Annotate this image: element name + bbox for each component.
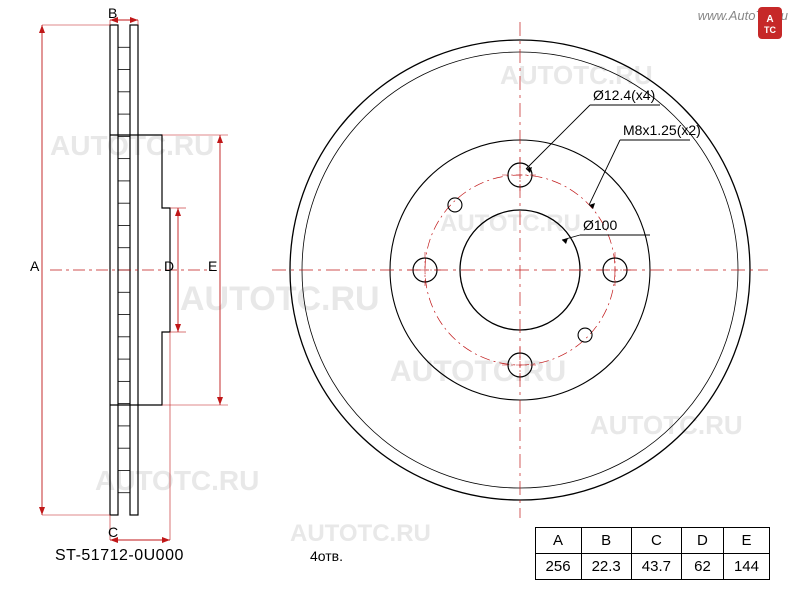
dim-a: A [30,258,39,274]
table-cell: 62 [681,554,723,580]
table-header: C [631,528,681,554]
dim-b: B [108,5,117,21]
dim-c: C [108,524,118,540]
svg-text:Ø12.4(x4): Ø12.4(x4) [593,87,655,103]
table-cell: 43.7 [631,554,681,580]
svg-text:M8x1.25(x2): M8x1.25(x2) [623,122,701,138]
dim-e: E [208,258,217,274]
technical-drawing: Ø12.4(x4) M8x1.25(x2) Ø100 [0,0,800,600]
table-cell: 256 [535,554,581,580]
table-header: D [681,528,723,554]
table-header: B [581,528,631,554]
table-cell: 144 [723,554,769,580]
table-header: E [723,528,769,554]
dim-d: D [164,258,174,274]
dimension-table: ABCDE 25622.343.762144 [535,527,770,580]
svg-text:Ø100: Ø100 [583,217,617,233]
table-cell: 22.3 [581,554,631,580]
table-header: A [535,528,581,554]
part-number: ST-51712-0U000 [55,547,184,565]
hole-count-note: 4отв. [310,548,343,564]
